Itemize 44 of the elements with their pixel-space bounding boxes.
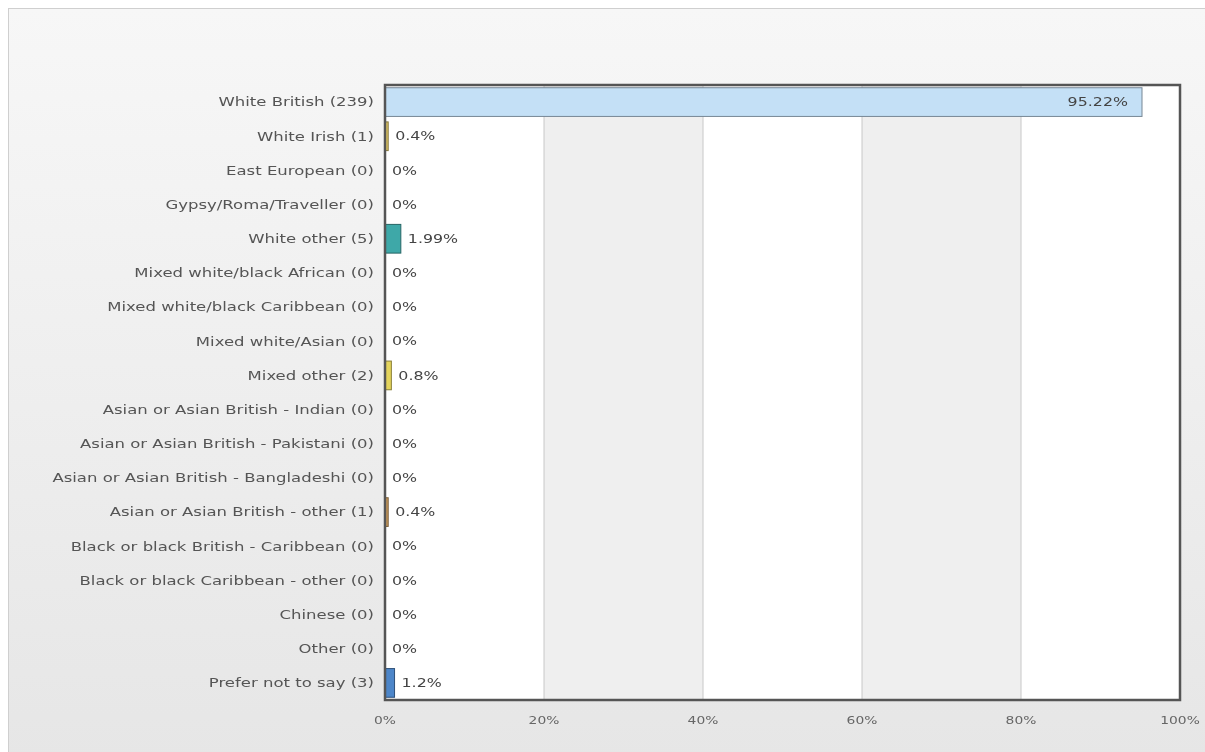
data-label: 0% xyxy=(392,471,418,485)
data-label: 0% xyxy=(392,607,418,622)
y-tick-label: Mixed white/black African (0) xyxy=(134,265,374,280)
y-tick-label: Asian or Asian British - other (1) xyxy=(109,504,374,520)
data-label: 1.2% xyxy=(401,676,442,690)
y-tick-label: Black or black British - Caribbean (0) xyxy=(70,538,374,554)
y-tick-label: Asian or Asian British - Indian (0) xyxy=(102,402,374,417)
x-tick-label: 100% xyxy=(1160,714,1200,727)
y-tick-label: Mixed other (2) xyxy=(247,367,374,383)
y-tick-label: Mixed white/black Caribbean (0) xyxy=(107,299,374,315)
y-tick-label: Asian or Asian British - Pakistani (0) xyxy=(80,436,374,451)
x-tick-label: 20% xyxy=(528,714,560,727)
y-tick-label: Black or black Caribbean - other (0) xyxy=(79,572,374,588)
data-label: 0% xyxy=(392,641,418,656)
bar xyxy=(384,223,402,254)
data-label: 0% xyxy=(392,402,418,417)
y-tick-label: East European (0) xyxy=(226,162,374,178)
data-label: 0% xyxy=(392,197,418,212)
x-tick-label: 60% xyxy=(846,714,878,727)
data-label: 0% xyxy=(392,334,418,349)
y-tick-label: Mixed white/Asian (0) xyxy=(195,333,374,349)
y-tick-label: White Irish (1) xyxy=(256,128,374,144)
data-label: 95.22% xyxy=(1067,95,1128,109)
data-label: 1.99% xyxy=(407,231,459,246)
y-tick-label: Chinese (0) xyxy=(279,607,374,622)
data-label: 0% xyxy=(392,300,418,314)
y-tick-label: Asian or Asian British - Bangladeshi (0) xyxy=(52,470,374,485)
x-tick-label: 0% xyxy=(374,714,396,727)
data-label: 0.4% xyxy=(395,129,436,144)
y-tick-label: Other (0) xyxy=(298,641,374,656)
bar xyxy=(384,87,1143,117)
y-tick-label: White British (239) xyxy=(218,94,374,110)
x-tick-label: 40% xyxy=(687,714,719,727)
data-label: 0% xyxy=(392,436,418,451)
data-label: 0% xyxy=(392,573,418,588)
data-label: 0.4% xyxy=(395,505,436,519)
y-tick-label: White other (5) xyxy=(248,231,374,246)
data-label: 0% xyxy=(392,266,418,280)
y-tick-label: Prefer not to say (3) xyxy=(208,675,374,690)
data-label: 0% xyxy=(392,539,418,554)
data-label: 0.8% xyxy=(398,368,439,383)
data-label: 0% xyxy=(392,163,418,178)
y-tick-label: Gypsy/Roma/Traveller (0) xyxy=(165,197,374,212)
x-tick-label: 80% xyxy=(1005,714,1037,727)
